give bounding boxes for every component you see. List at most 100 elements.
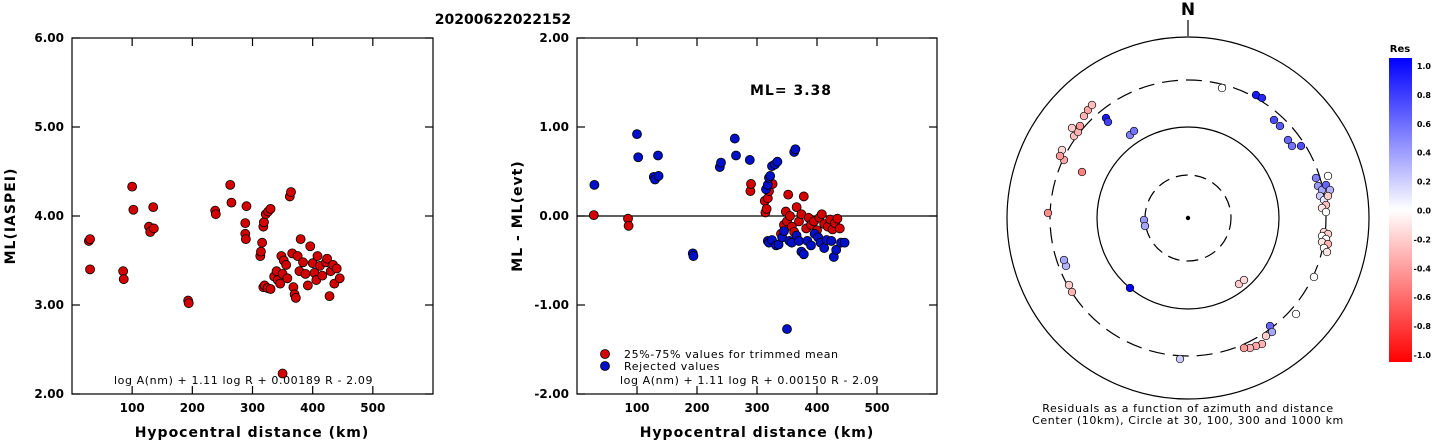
rejected-point xyxy=(729,133,740,144)
station-residual xyxy=(1269,115,1279,125)
data-point xyxy=(128,204,139,215)
colorbar-tick-label: 0.8 xyxy=(1417,91,1432,100)
data-point xyxy=(312,251,323,261)
azimuth-residual-panel: N Residuals as a function of azimuth and… xyxy=(1006,0,1370,427)
ring-100km xyxy=(1096,126,1280,310)
trimmed-point xyxy=(791,202,802,213)
x-tick-label: 300 xyxy=(744,401,769,415)
station-residual xyxy=(1311,173,1321,183)
x-tick-label: 300 xyxy=(240,401,265,415)
station-residual xyxy=(1275,121,1285,131)
colorbar-tick-label: 1.0 xyxy=(1417,62,1432,71)
rejected-point xyxy=(765,171,776,181)
y-axis-ticks: 2.00 3.00 4.00 5.00 6.00 xyxy=(34,31,433,401)
station-residual xyxy=(1323,171,1333,181)
data-point xyxy=(240,218,251,229)
legend-marker-rejected xyxy=(600,361,610,371)
rejected-point xyxy=(806,240,816,251)
legend-label-trimmed: 25%-75% values for trimmed mean xyxy=(624,348,839,361)
data-points xyxy=(588,129,850,334)
north-label: N xyxy=(1181,0,1195,20)
data-point xyxy=(331,263,342,274)
x-tick-label: 100 xyxy=(624,401,649,415)
station-residual xyxy=(1043,208,1053,218)
data-point xyxy=(317,270,328,281)
trimmed-point xyxy=(832,213,843,224)
data-point xyxy=(295,234,306,245)
station-residual xyxy=(1283,135,1293,145)
colorbar-gradient xyxy=(1389,58,1412,362)
data-point xyxy=(127,181,138,192)
rejected-point xyxy=(826,236,837,246)
legend-marker-trimmed xyxy=(600,349,610,359)
rejected-point xyxy=(831,244,842,255)
x-tick-label: 200 xyxy=(684,401,709,415)
y-tick-label: 1.00 xyxy=(539,120,569,134)
y-tick-label: -1.00 xyxy=(534,298,569,312)
rejected-point xyxy=(819,243,830,253)
colorbar-tick-label: 0.6 xyxy=(1417,120,1432,129)
x-tick-label: 200 xyxy=(180,401,205,415)
rejected-point xyxy=(731,150,741,161)
colorbar-tick-label: -0.8 xyxy=(1414,322,1432,331)
station-residual xyxy=(1323,191,1333,201)
y-tick-label: 2.00 xyxy=(539,31,569,45)
data-point xyxy=(302,280,313,291)
station-residual xyxy=(1291,309,1301,319)
station-residual xyxy=(1055,151,1065,161)
x-axis-ticks: 100 200 300 400 500 xyxy=(624,38,890,415)
trimmed-point xyxy=(816,209,827,220)
data-points xyxy=(83,179,345,379)
magnitude-formula: log A(nm) + 1.11 log R + 0.00150 R - 2.0… xyxy=(620,374,879,387)
rejected-point xyxy=(688,251,699,261)
rejected-point xyxy=(782,324,792,334)
y-tick-label: 2.00 xyxy=(34,387,64,401)
x-tick-label: 400 xyxy=(804,401,829,415)
colorbar-title: Res xyxy=(1390,44,1410,55)
x-axis-label: Hypocentral distance (km) xyxy=(135,425,370,441)
data-point xyxy=(275,278,286,289)
rejected-point xyxy=(794,236,804,246)
station-residual xyxy=(1287,141,1297,151)
event-id-title: 20200622022152 xyxy=(435,12,571,28)
rejected-point xyxy=(716,157,726,168)
rejected-point xyxy=(839,237,850,248)
x-tick-label: 500 xyxy=(864,401,889,415)
station-residual xyxy=(1087,100,1097,110)
data-point xyxy=(282,273,293,284)
x-tick-label: 400 xyxy=(300,401,325,415)
rejected-point xyxy=(633,152,644,163)
station-residual xyxy=(1322,247,1332,257)
station-residual xyxy=(1309,272,1319,282)
trimmed-point xyxy=(785,211,795,221)
station-residual xyxy=(1079,111,1089,121)
data-point xyxy=(240,234,251,245)
data-point xyxy=(85,234,95,245)
y-axis-label: ML - ML(evt) xyxy=(510,160,526,271)
x-axis-ticks: 100 200 300 400 500 xyxy=(120,38,385,415)
colorbar-tick-label: -0.2 xyxy=(1414,235,1432,244)
data-point xyxy=(290,292,301,303)
station-residual xyxy=(1261,331,1271,341)
data-point xyxy=(286,187,296,197)
trimmed-point xyxy=(761,203,772,214)
data-point xyxy=(118,274,129,285)
x-tick-label: 500 xyxy=(360,401,385,415)
rejected-point xyxy=(798,249,809,260)
y-axis-ticks: -2.00 -1.00 0.00 1.00 2.00 xyxy=(534,31,937,401)
trimmed-point xyxy=(798,191,809,202)
station-residual xyxy=(1267,327,1277,337)
colorbar-tick-label: 0.4 xyxy=(1417,149,1432,158)
data-point xyxy=(148,223,159,234)
rejected-point xyxy=(744,155,755,165)
ml-vs-distance-panel: 100 200 300 400 500 2.00 3.00 4.00 5.00 6.00 Hyp… xyxy=(3,31,434,441)
rejected-point xyxy=(632,129,642,140)
trimmed-point xyxy=(623,220,634,231)
y-tick-label: 4.00 xyxy=(34,209,64,223)
station-residual xyxy=(1067,123,1077,133)
station-residual xyxy=(1239,275,1249,285)
data-point xyxy=(85,264,95,275)
station-residual xyxy=(1257,93,1267,103)
